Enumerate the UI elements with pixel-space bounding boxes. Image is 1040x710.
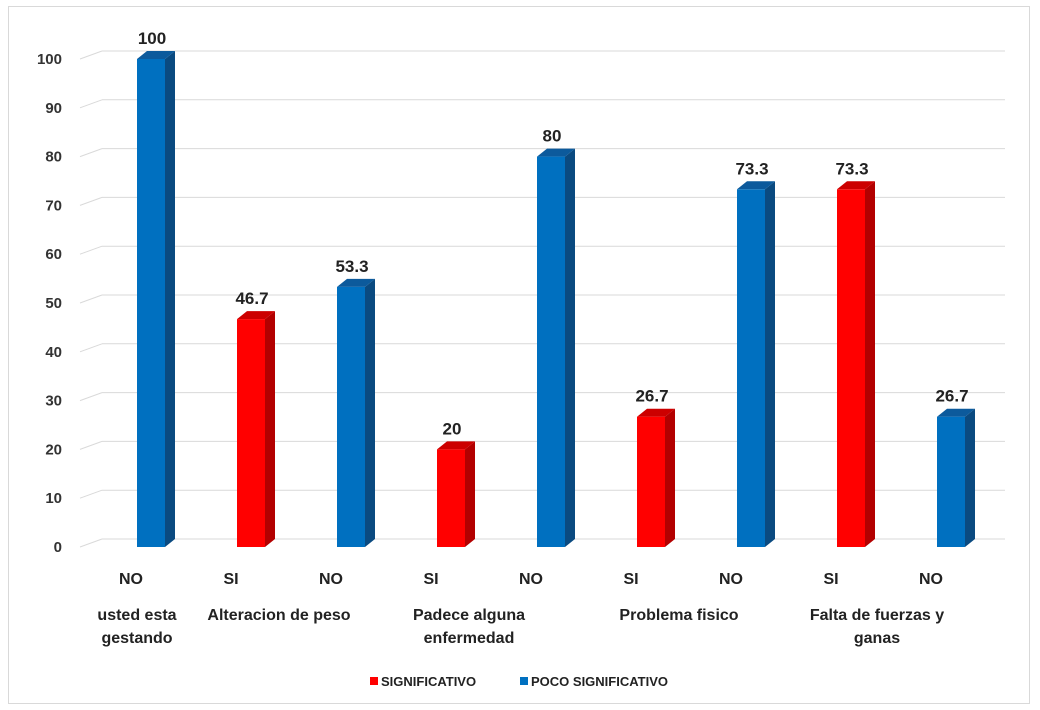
y-tick-label: 70 [45, 197, 62, 214]
bar-top [237, 311, 275, 320]
legend-swatch-significativo [370, 677, 378, 685]
x-group-label: Problema fisico [619, 607, 738, 624]
y-tick-label: 10 [45, 490, 62, 507]
gridline-depth [79, 343, 103, 353]
data-label: 80 [543, 127, 562, 146]
y-tick-label: 30 [45, 393, 62, 410]
y-tick-label: 60 [45, 246, 62, 263]
bar-side [365, 278, 375, 547]
legend-swatch-poco-significativo [520, 677, 528, 685]
bar-top [337, 278, 375, 287]
data-label: 26.7 [635, 387, 668, 406]
bar-top [437, 441, 475, 450]
bar-top [837, 181, 875, 190]
bar [237, 319, 265, 547]
y-tick-label: 50 [45, 295, 62, 312]
x-category-label: SI [223, 571, 238, 588]
y-tick-label: 40 [45, 344, 62, 361]
bar-top [137, 51, 175, 59]
bar [637, 416, 665, 547]
bar [737, 189, 765, 547]
bar [537, 156, 565, 547]
gridline-depth [79, 99, 103, 109]
bar [837, 189, 865, 547]
x-group-label: Padece alguna [413, 607, 525, 624]
x-category-label: SI [423, 571, 438, 588]
y-tick-label: 90 [45, 100, 62, 117]
gridline-depth [79, 392, 103, 402]
bar-side [165, 51, 175, 547]
y-tick-label: 80 [45, 149, 62, 166]
gridline-depth [79, 489, 103, 499]
y-tick-label: 100 [37, 51, 62, 68]
x-category-label: SI [823, 571, 838, 588]
gridline-depth [79, 50, 103, 60]
bar-side [465, 441, 475, 547]
legend-label-poco-significativo: POCO SIGNIFICATIVO [531, 674, 668, 689]
gridline-depth [79, 294, 103, 304]
x-group-label: ganas [854, 630, 900, 647]
y-tick-label: 0 [54, 539, 62, 556]
x-group-label: Alteracion de peso [207, 607, 350, 624]
x-category-label: NO [519, 571, 543, 588]
bar [437, 449, 465, 547]
data-label: 26.7 [935, 387, 968, 406]
bar-top [637, 408, 675, 417]
x-category-label: NO [919, 571, 943, 588]
x-category-label: NO [119, 571, 143, 588]
data-label: 73.3 [735, 159, 768, 178]
gridline-depth [79, 440, 103, 450]
x-group-label: Falta de fuerzas y [810, 607, 944, 624]
bar-top [937, 408, 975, 417]
bar-side [265, 311, 275, 547]
gridline-depth [79, 245, 103, 255]
data-label: 53.3 [335, 257, 368, 276]
x-group-label: gestando [101, 630, 172, 647]
x-category-label: SI [623, 571, 638, 588]
x-category-label: NO [319, 571, 343, 588]
bar-side [965, 408, 975, 547]
bar-side [865, 181, 875, 547]
bar-side [665, 408, 675, 547]
legend-label-significativo: SIGNIFICATIVO [381, 674, 476, 689]
bar-side [565, 148, 575, 547]
data-label: 100 [138, 29, 166, 48]
bar-side [765, 181, 775, 547]
bar-top [737, 181, 775, 190]
y-tick-label: 20 [45, 441, 62, 458]
bar [137, 59, 165, 547]
x-group-label: usted esta [97, 607, 176, 624]
data-label: 73.3 [835, 159, 868, 178]
data-label: 20 [443, 419, 462, 438]
bar [337, 286, 365, 547]
bar-top [537, 148, 575, 157]
gridline-depth [79, 538, 103, 548]
gridline-depth [79, 196, 103, 206]
x-group-label: enfermedad [424, 630, 515, 647]
x-category-label: NO [719, 571, 743, 588]
data-label: 46.7 [235, 289, 268, 308]
bar [937, 416, 965, 547]
gridline-depth [79, 148, 103, 158]
